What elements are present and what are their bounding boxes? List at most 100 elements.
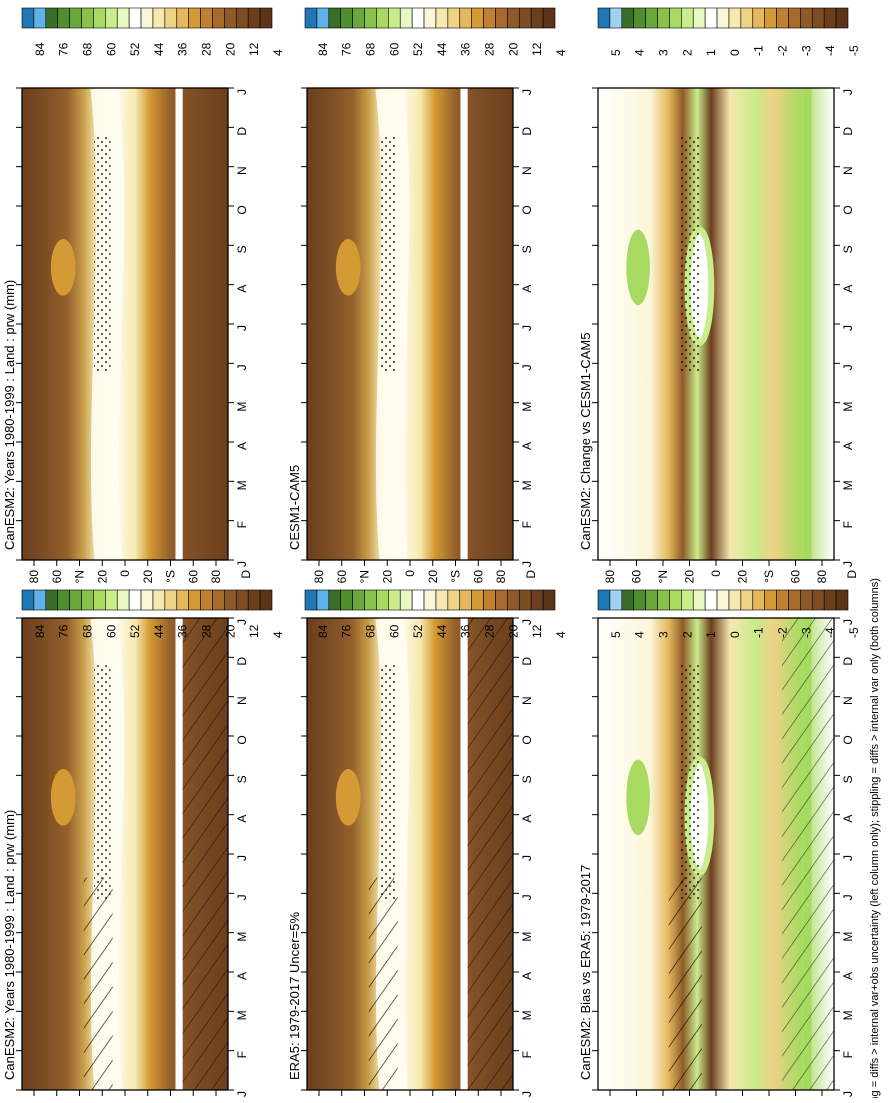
colorbar-label: 28 (483, 42, 497, 56)
colorbar-label: 76 (57, 42, 71, 56)
colorbar-swatch (530, 589, 544, 611)
x-tick-label: J (841, 894, 855, 900)
colorbar-swatch (483, 589, 496, 611)
hatching-overlay (368, 877, 398, 1090)
colorbar-swatch (704, 589, 718, 611)
x-tick-label: J (841, 561, 855, 567)
colorbar-swatch (235, 589, 249, 611)
colorbar-swatch (93, 589, 106, 611)
colorbar-label: 36 (176, 42, 190, 56)
colorbar-label: -4 (823, 45, 837, 56)
colorbar-swatch (776, 7, 789, 29)
colorbar-swatch (188, 7, 201, 29)
colorbar-label: 12 (247, 42, 261, 56)
field-max-blob (50, 239, 76, 296)
colorbar-label: 5 (609, 49, 623, 56)
colorbar-label: 20 (223, 624, 237, 638)
x-tick-label: J (520, 855, 534, 861)
y-tick-label: °S (449, 570, 463, 583)
colorbar-swatch (811, 7, 825, 29)
colorbar-swatch (645, 7, 658, 29)
x-tick-label: A (841, 815, 855, 823)
y-tick-label: °N (73, 570, 87, 583)
colorbar-swatch (176, 7, 189, 29)
colorbar-label: 44 (435, 42, 449, 56)
panel-title: CanESM2: Years 1980-1999 : Land : prw (m… (2, 810, 17, 1080)
y-tick-label: 60 (789, 570, 803, 584)
x-tick-label: A (841, 442, 855, 450)
colorbar-swatch (728, 7, 742, 29)
hatching-overlay-south (182, 618, 228, 1090)
x-tick-label: A (235, 815, 249, 823)
colorbar-3: 5 4 3 2 1 0 -1 -2 -3 -4 -5 (597, 7, 861, 56)
colorbar-swatch (483, 7, 496, 29)
colorbar-swatch (128, 589, 142, 611)
panel-5: JFMAMJJASONDJ8060°N20020°S6080DCanESM2: … (578, 617, 859, 1103)
colorbar-swatch (609, 7, 623, 29)
x-tick-label: J (520, 1091, 534, 1097)
y-tick-label: 80 (494, 570, 508, 584)
x-tick-label: J (841, 619, 855, 625)
colorbar-label: 3 (656, 631, 670, 638)
y-tick-label: 60 (50, 570, 64, 584)
colorbar-label: -1 (752, 45, 766, 56)
colorbar-swatch (447, 589, 461, 611)
x-tick-label: D (235, 127, 249, 136)
colorbar-label: 4 (554, 631, 568, 638)
x-tick-label: J (841, 1091, 855, 1097)
x-tick-label: F (520, 1051, 534, 1058)
colorbar-swatch (247, 7, 261, 29)
colorbar-swatch (597, 589, 611, 611)
colorbar-swatch (823, 589, 837, 611)
colorbar-swatch (116, 589, 130, 611)
field-pos-blob (626, 759, 650, 836)
colorbar-4: 84 76 68 60 52 44 36 28 20 12 4 (21, 589, 285, 638)
y-tick-label: 20 (736, 570, 750, 584)
x-tick-label: N (520, 696, 534, 705)
colorbar-swatch (164, 589, 178, 611)
colorbar-label: -3 (799, 45, 813, 56)
y-extra-label: D (524, 570, 538, 579)
colorbar-label: 76 (340, 624, 354, 638)
colorbar-swatch (212, 589, 225, 611)
colorbar-swatch (21, 7, 35, 29)
colorbar-swatch (681, 589, 694, 611)
colorbar-swatch (152, 7, 166, 29)
colorbar-swatch (657, 7, 670, 29)
colorbar-swatch (45, 589, 59, 611)
colorbar-swatch (140, 589, 154, 611)
colorbar-swatch (518, 589, 532, 611)
x-tick-label: N (235, 166, 249, 175)
colorbar-swatch (657, 589, 670, 611)
colorbar-swatch (740, 7, 754, 29)
colorbar-swatch (340, 589, 353, 611)
colorbar-swatch (597, 7, 611, 29)
colorbar-swatch (459, 7, 472, 29)
colorbar-swatch (752, 7, 765, 29)
y-tick-label: 20 (141, 570, 155, 584)
x-tick-label: J (235, 89, 249, 95)
y-tick-label: 20 (380, 570, 394, 584)
panel-title: CanESM2: Bias vs ERA5: 1979-2017 (578, 865, 593, 1080)
x-tick-label: J (235, 561, 249, 567)
stippling-overlay (94, 665, 111, 902)
colorbar-swatch (459, 589, 472, 611)
colorbar-label: 5 (609, 631, 623, 638)
x-tick-label: O (235, 205, 249, 214)
colorbar-label: -5 (847, 45, 861, 56)
x-tick-label: A (841, 285, 855, 293)
colorbar-swatch (259, 589, 273, 611)
colorbar-label: 68 (363, 624, 377, 638)
x-tick-label: M (235, 1010, 249, 1020)
colorbar-swatch (435, 589, 449, 611)
colorbar-swatch (45, 7, 59, 29)
colorbar-swatch (224, 589, 237, 611)
panel-title: CanESM2: Years 1980-1999 : Land : prw (m… (2, 280, 17, 550)
hatching-overlay (668, 877, 702, 1090)
colorbar-swatch (835, 589, 849, 611)
colorbar-swatch (835, 7, 849, 29)
